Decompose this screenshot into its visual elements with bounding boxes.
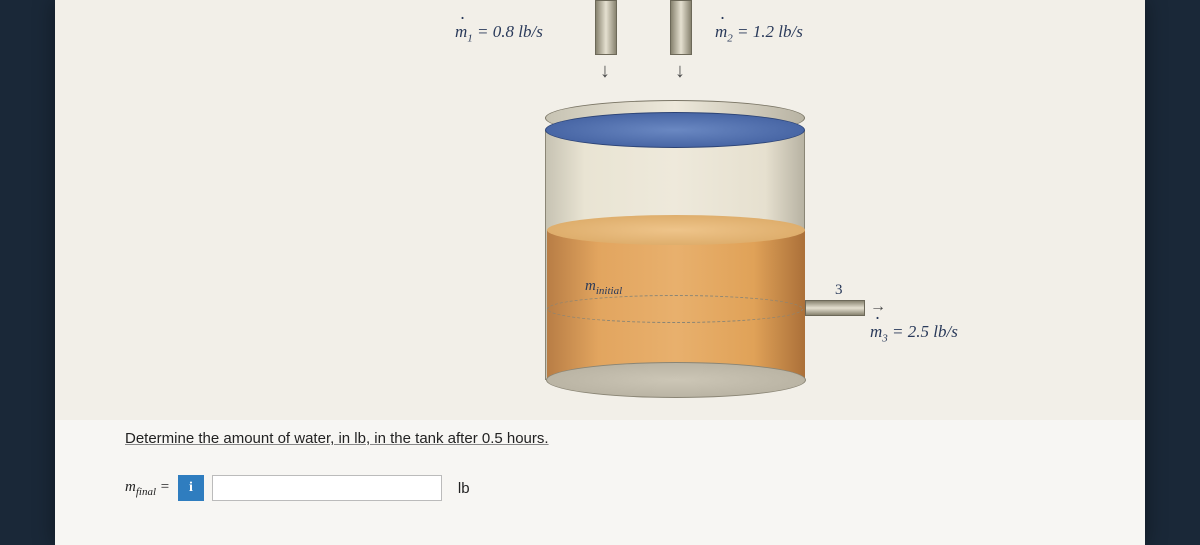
m-initial-label: minitial (585, 278, 622, 297)
tank-body (545, 130, 805, 380)
answer-input[interactable] (212, 475, 442, 501)
answer-symbol: m (125, 479, 136, 495)
down-arrow-icon: ↓ (675, 60, 685, 83)
down-arrow-icon: ↓ (600, 60, 610, 83)
outlet-pipe (805, 300, 865, 316)
info-button[interactable]: i (178, 475, 204, 501)
answer-row: mfinal = i lb (125, 475, 1075, 501)
tank-bottom (546, 362, 806, 398)
answer-sub: final (136, 486, 156, 498)
unit-label: lb (458, 480, 470, 497)
equals-sign: = (156, 479, 170, 495)
inlet-pipe-2 (670, 0, 692, 55)
liquid-surface (547, 215, 805, 245)
outlet-number-label: 3 (835, 282, 843, 299)
problem-page: ↓ ↓ → m1 = 0.8 lb/s m2 = 1.2 lb/s 3 m3 = (55, 0, 1145, 545)
diagram-area: ↓ ↓ → m1 = 0.8 lb/s m2 = 1.2 lb/s 3 m3 = (55, 0, 1145, 420)
inlet-pipe-1 (595, 0, 617, 55)
inlet1-label: m1 = 0.8 lb/s (455, 22, 543, 44)
tank (545, 100, 805, 380)
question-area: Determine the amount of water, in lb, in… (55, 430, 1145, 501)
question-prompt: Determine the amount of water, in lb, in… (125, 430, 1075, 447)
m-initial-symbol: m (585, 278, 596, 294)
tank-liquid (547, 230, 805, 380)
mfinal-label: mfinal = (125, 479, 170, 498)
tank-water-top (545, 112, 805, 148)
inlet2-label: m2 = 1.2 lb/s (715, 22, 803, 44)
outlet-label: m3 = 2.5 lb/s (870, 322, 958, 344)
m-initial-sub: initial (596, 285, 622, 297)
